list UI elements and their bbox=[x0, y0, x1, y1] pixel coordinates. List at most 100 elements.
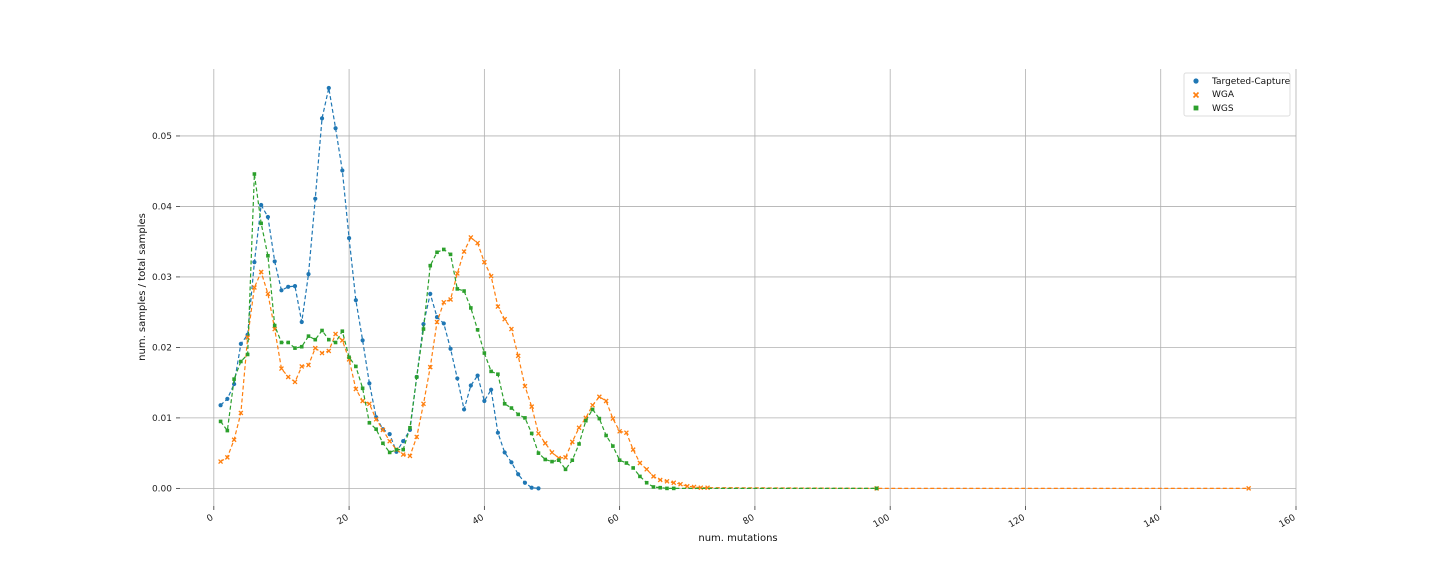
data-point bbox=[536, 451, 541, 455]
data-point bbox=[475, 373, 480, 378]
data-point bbox=[340, 329, 345, 333]
data-point bbox=[333, 126, 338, 131]
data-point bbox=[428, 263, 433, 268]
data-point bbox=[469, 306, 473, 310]
data-point bbox=[313, 337, 318, 342]
data-point bbox=[286, 340, 291, 345]
data-point bbox=[225, 396, 230, 401]
data-point bbox=[590, 402, 596, 408]
data-point bbox=[597, 416, 602, 421]
data-point bbox=[563, 454, 568, 460]
legend-entry-wgs: WGS bbox=[1193, 104, 1234, 114]
data-point bbox=[543, 457, 548, 462]
data-point bbox=[455, 376, 460, 381]
data-point bbox=[448, 346, 453, 351]
data-point bbox=[259, 202, 264, 208]
data-point bbox=[360, 338, 365, 343]
data-point bbox=[333, 331, 339, 337]
data-point bbox=[401, 439, 406, 444]
data-point bbox=[367, 381, 372, 386]
data-point bbox=[630, 447, 636, 453]
series-wga bbox=[218, 234, 1252, 491]
data-point bbox=[278, 366, 284, 372]
data-point bbox=[374, 427, 378, 431]
data-point bbox=[320, 328, 324, 333]
data-point bbox=[671, 486, 676, 491]
data-point bbox=[380, 427, 386, 433]
data-point bbox=[650, 473, 656, 479]
data-point bbox=[671, 480, 677, 486]
y-tick-label: 0.00 bbox=[152, 484, 172, 494]
data-point bbox=[488, 273, 494, 279]
data-point bbox=[326, 348, 332, 354]
y-tick-label: 0.02 bbox=[152, 343, 172, 353]
data-point bbox=[218, 419, 223, 424]
data-point bbox=[611, 444, 615, 448]
data-point bbox=[529, 404, 535, 410]
data-point bbox=[381, 441, 385, 446]
data-point bbox=[285, 374, 291, 380]
legend-marker-square-icon bbox=[1193, 105, 1199, 111]
data-point bbox=[373, 416, 379, 422]
data-point bbox=[569, 439, 575, 445]
data-point bbox=[508, 326, 514, 332]
data-point bbox=[366, 401, 372, 407]
data-point bbox=[312, 345, 318, 351]
data-point bbox=[251, 285, 257, 290]
data-point bbox=[292, 379, 298, 385]
data-point bbox=[326, 85, 331, 91]
data-point bbox=[638, 474, 642, 479]
y-tick-label: 0.01 bbox=[152, 414, 172, 424]
data-point bbox=[286, 284, 291, 289]
data-point bbox=[536, 486, 541, 491]
data-point bbox=[387, 438, 393, 444]
data-point bbox=[313, 196, 318, 201]
data-point bbox=[570, 458, 575, 462]
data-point bbox=[387, 432, 392, 437]
data-point bbox=[596, 394, 602, 400]
data-point bbox=[258, 269, 264, 275]
data-point bbox=[529, 485, 534, 490]
data-point bbox=[252, 260, 257, 265]
y-tick-label: 0.04 bbox=[152, 202, 172, 212]
data-point bbox=[664, 478, 670, 484]
data-point bbox=[293, 346, 297, 350]
data-point bbox=[577, 442, 581, 446]
data-point bbox=[482, 398, 487, 404]
data-point bbox=[502, 450, 507, 455]
data-point bbox=[401, 447, 405, 452]
data-point bbox=[414, 375, 419, 379]
data-point bbox=[353, 386, 359, 392]
data-point bbox=[631, 466, 635, 470]
data-point bbox=[549, 449, 555, 455]
legend-box bbox=[1183, 72, 1291, 117]
data-point bbox=[434, 319, 440, 325]
data-point bbox=[637, 460, 643, 466]
data-point bbox=[522, 480, 528, 485]
data-point bbox=[705, 485, 711, 491]
data-point bbox=[414, 434, 420, 440]
data-point bbox=[448, 297, 454, 302]
data-point bbox=[394, 447, 399, 452]
data-point bbox=[448, 252, 453, 257]
data-point bbox=[441, 299, 447, 305]
data-point bbox=[516, 412, 520, 417]
data-point bbox=[644, 480, 649, 485]
x-tick-label: 100 bbox=[872, 513, 892, 530]
data-point bbox=[698, 485, 704, 491]
y-tick-label: 0.03 bbox=[152, 273, 172, 283]
data-point bbox=[550, 459, 554, 464]
data-point bbox=[387, 450, 392, 455]
legend-label-targeted-capture: Targeted-Capture bbox=[1211, 77, 1291, 87]
series-group bbox=[218, 85, 1252, 491]
data-point bbox=[299, 319, 304, 325]
data-point bbox=[279, 288, 284, 293]
data-point bbox=[529, 431, 534, 436]
data-point bbox=[340, 168, 345, 173]
data-point bbox=[225, 428, 230, 433]
legend-label-wga: WGA bbox=[1212, 90, 1235, 100]
data-point bbox=[238, 410, 244, 416]
data-point bbox=[536, 430, 541, 436]
legend-marker-x-icon bbox=[1192, 91, 1200, 99]
